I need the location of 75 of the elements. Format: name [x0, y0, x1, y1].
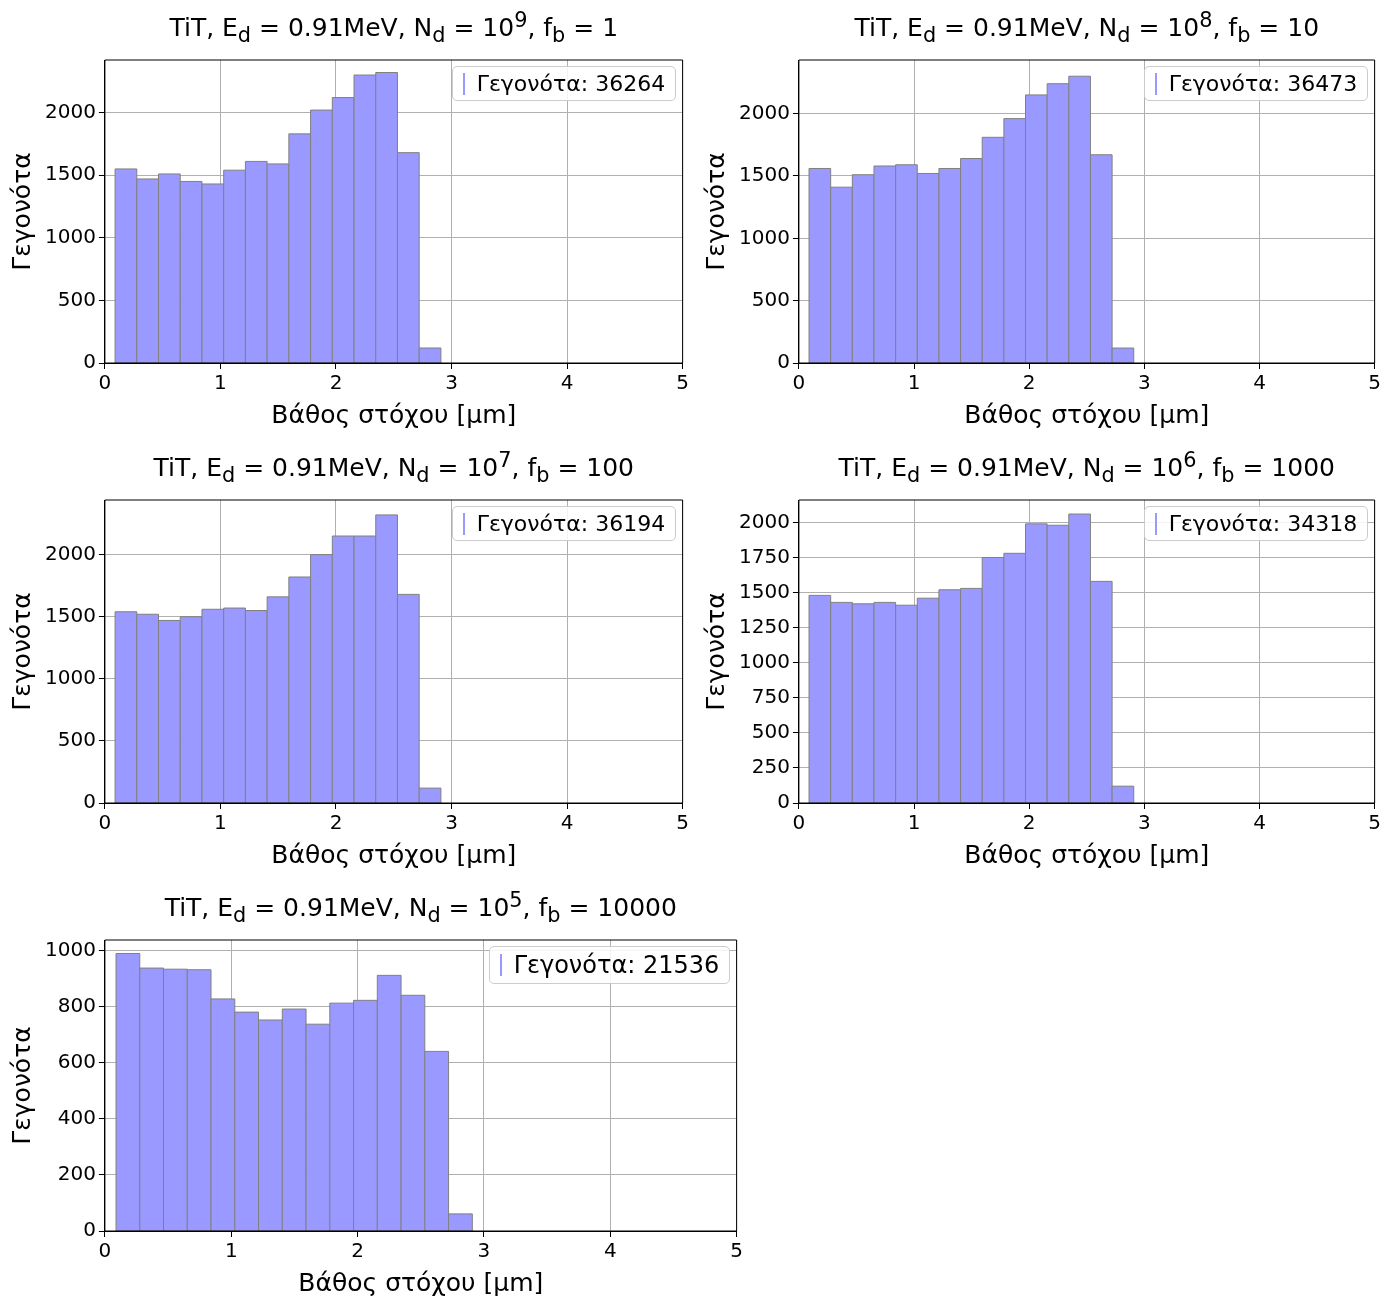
y-tick-label: 1000 — [44, 665, 96, 690]
y-tick-label: 0 — [777, 789, 790, 814]
y-axis-title: Γεγονότα — [6, 152, 36, 271]
y-tick-label: 400 — [57, 1104, 96, 1129]
y-tick-label: 1000 — [44, 224, 96, 248]
x-tick-label: 5 — [1368, 810, 1381, 835]
x-tick-label: 1 — [907, 370, 921, 395]
chart-title: TiT, E$_{d}$ = 0.91MeV, N$_{d}$ = 10$^{7}$, f$_{b}$ = 100 — [153, 448, 634, 488]
y-tick-label: 1000 — [738, 648, 790, 673]
x-tick-label: 2 — [351, 1238, 364, 1263]
x-tick-label: 4 — [560, 810, 574, 835]
x-tick-label: 1 — [214, 370, 227, 395]
x-tick-label: 3 — [445, 810, 458, 835]
y-tick-label: 500 — [57, 727, 96, 752]
y-tick-label: 0 — [83, 789, 96, 814]
x-tick-label: 5 — [676, 370, 689, 395]
y-tick-label: 800 — [57, 992, 96, 1017]
x-tick-label: 4 — [603, 1238, 617, 1263]
x-tick-label: 5 — [676, 810, 689, 835]
y-tick-label: 1000 — [44, 936, 96, 961]
x-tick-label: 3 — [1137, 810, 1151, 835]
y-tick-label: 1500 — [738, 162, 790, 187]
legend-label: Γεγονότα: 34318 — [1168, 511, 1358, 536]
y-tick-label: 1500 — [738, 578, 790, 603]
x-axis-title: Βάθος στόχου [μm] — [964, 399, 1210, 429]
y-tick-label: 1000 — [738, 224, 790, 249]
y-tick-label: 500 — [751, 719, 790, 744]
legend-label: Γεγονότα: 36194 — [476, 511, 666, 536]
x-axis-title: Βάθος στόχου [μm] — [271, 399, 517, 429]
y-axis-title: Γεγονότα — [700, 152, 730, 271]
x-tick-label: 3 — [1137, 370, 1151, 395]
x-tick-label: 1 — [907, 810, 921, 835]
y-tick-label: 500 — [57, 286, 96, 311]
legend-label: Γεγονότα: 36264 — [476, 71, 666, 96]
x-tick-label: 4 — [560, 370, 574, 395]
x-tick-label: 4 — [1253, 810, 1266, 835]
x-tick-label: 5 — [1368, 370, 1381, 395]
x-tick-label: 2 — [1022, 370, 1036, 395]
y-axis-title: Γεγονότα — [6, 1026, 36, 1145]
chart-title: TiT, E$_{d}$ = 0.91MeV, N$_{d}$ = 10$^{9}$, f$_{b}$ = 1 — [169, 8, 619, 48]
y-tick-label: 250 — [751, 754, 790, 779]
y-tick-label: 2000 — [44, 98, 96, 123]
x-tick-label: 4 — [1253, 370, 1266, 395]
y-tick-label: 600 — [57, 1048, 96, 1073]
y-tick-label: 750 — [751, 683, 790, 708]
y-tick-label: 1500 — [44, 161, 96, 186]
y-tick-label: 1750 — [738, 543, 790, 568]
x-tick-label: 2 — [329, 370, 343, 395]
chart-title: TiT, E$_{d}$ = 0.91MeV, N$_{d}$ = 10$^{6}$, f$_{b}$ = 1000 — [838, 448, 1335, 488]
x-tick-label: 1 — [224, 1238, 238, 1263]
y-tick-label: 1250 — [738, 613, 790, 638]
y-tick-label: 0 — [777, 349, 790, 374]
chart-title: TiT, E$_{d}$ = 0.91MeV, N$_{d}$ = 10$^{5}$, f$_{b}$ = 10000 — [164, 888, 677, 928]
x-tick-label: 2 — [329, 810, 343, 835]
x-tick-label: 3 — [445, 370, 458, 395]
x-axis-title: Βάθος στόχου [μm] — [964, 839, 1210, 869]
x-tick-label: 3 — [477, 1238, 491, 1263]
x-tick-label: 5 — [730, 1238, 743, 1263]
chart-title: TiT, E$_{d}$ = 0.91MeV, N$_{d}$ = 10$^{8}$, f$_{b}$ = 10 — [854, 8, 1320, 48]
legend-label: Γεγονότα: 21536 — [513, 951, 720, 979]
y-tick-label: 2000 — [738, 508, 790, 533]
y-tick-label: 1500 — [44, 602, 96, 627]
y-tick-label: 500 — [751, 286, 790, 311]
y-tick-label: 2000 — [738, 99, 790, 124]
y-tick-label: 2000 — [44, 540, 96, 565]
x-tick-label: 2 — [1022, 810, 1036, 835]
y-tick-label: 200 — [57, 1161, 96, 1186]
y-tick-label: 0 — [83, 349, 96, 374]
y-axis-title: Γεγονότα — [700, 592, 730, 711]
x-axis-title: Βάθος στόχου [μm] — [298, 1267, 544, 1297]
x-axis-title: Βάθος στόχου [μm] — [271, 839, 517, 869]
legend-label: Γεγονότα: 36473 — [1168, 71, 1358, 96]
x-tick-label: 1 — [214, 810, 227, 835]
y-tick-label: 0 — [83, 1217, 96, 1242]
y-axis-title: Γεγονότα — [6, 592, 36, 711]
